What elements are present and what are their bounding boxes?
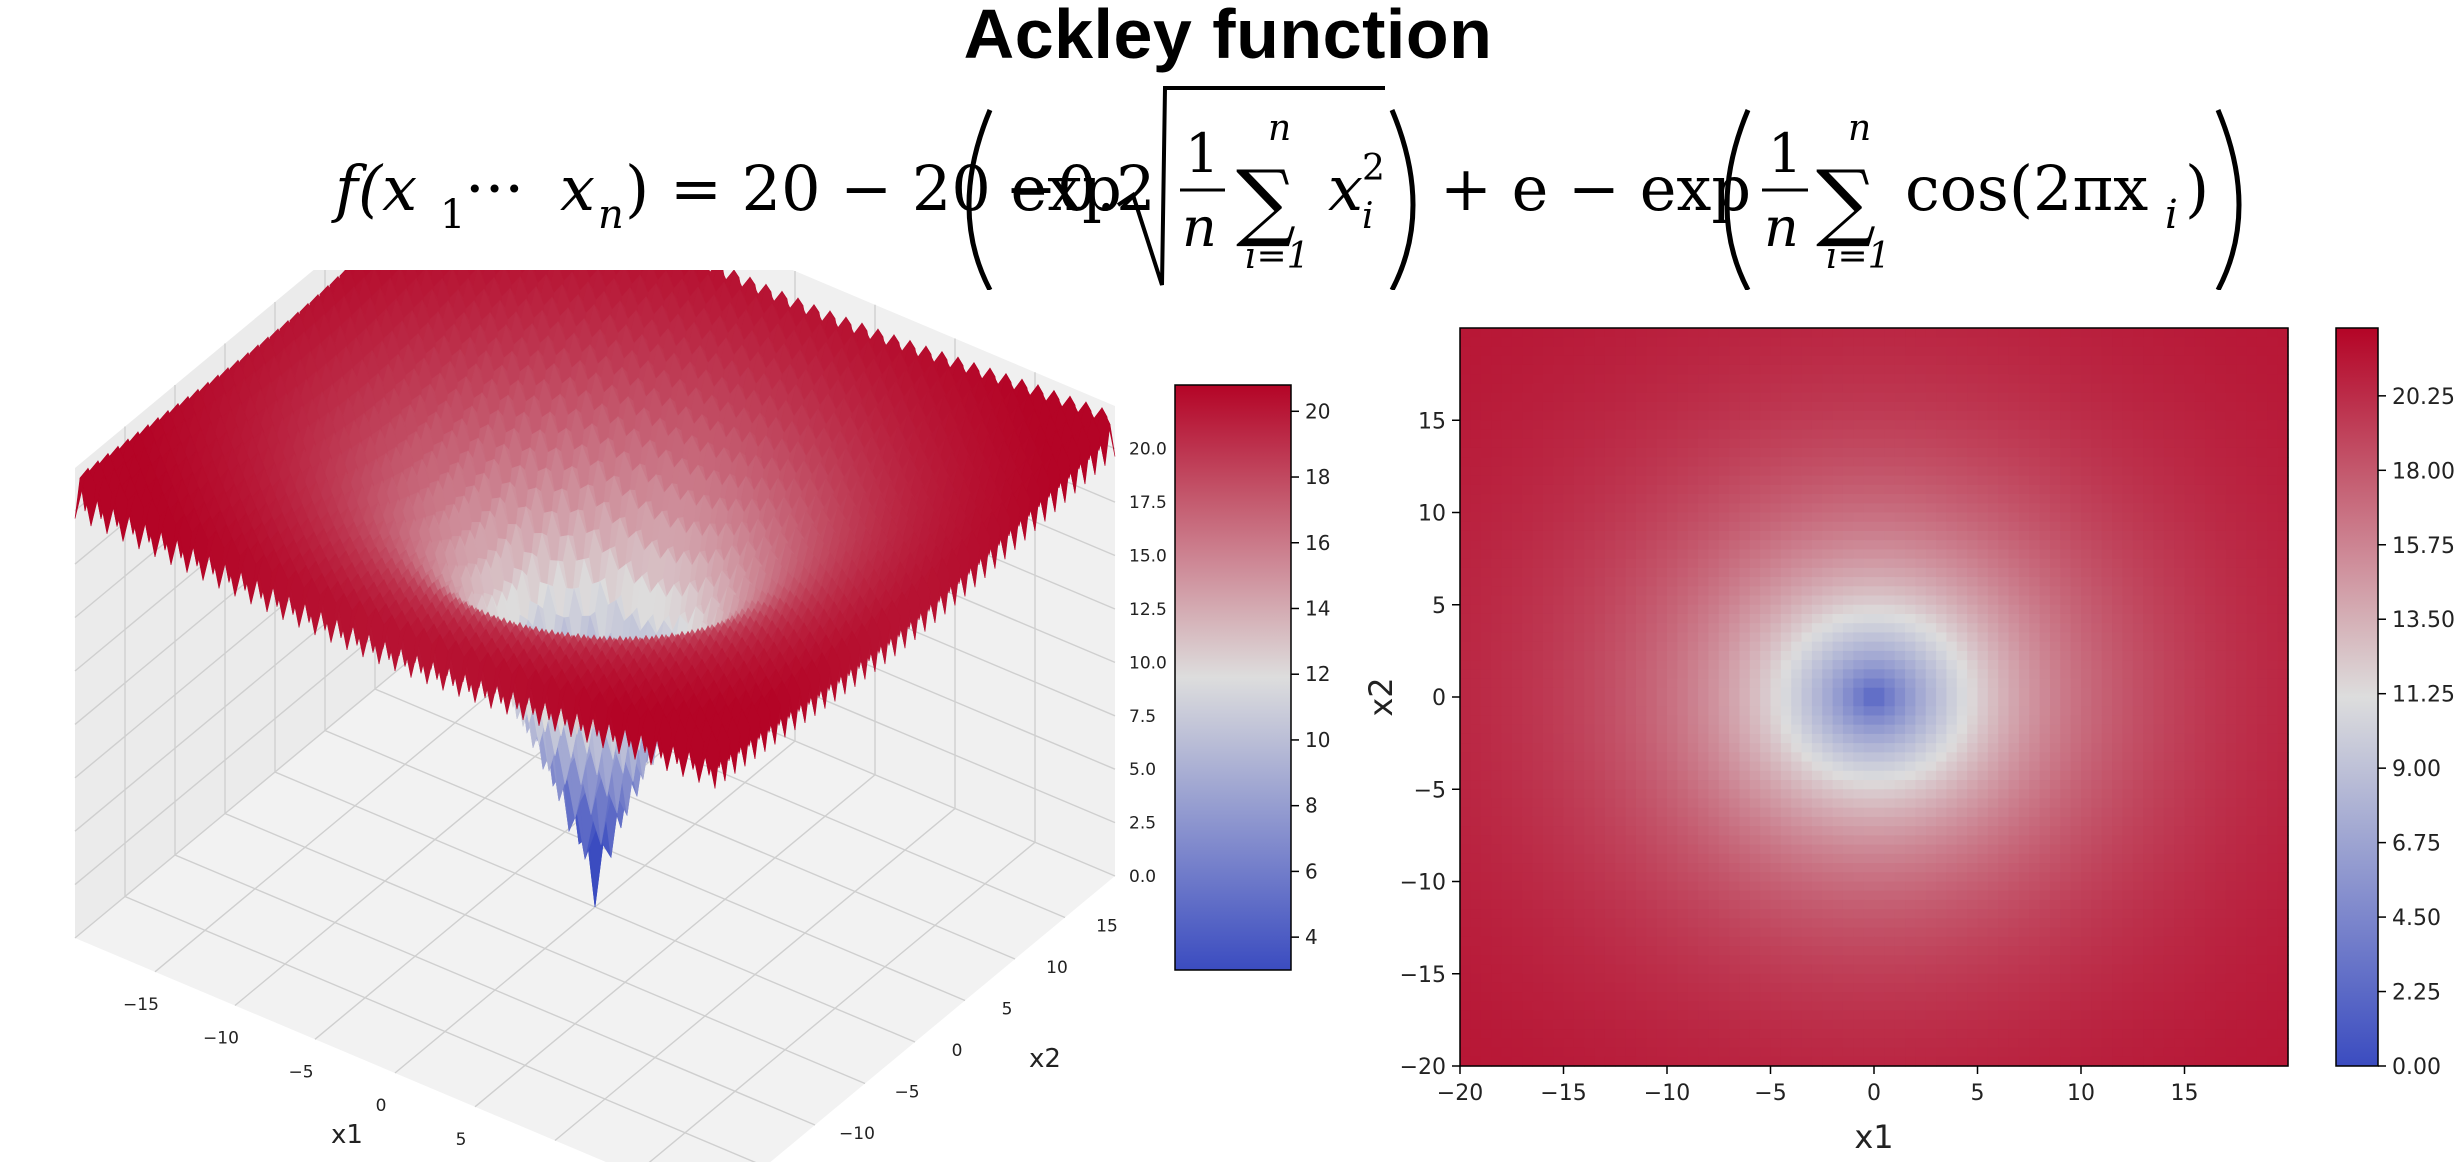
surface-3d-plot: −15−10−5051015−15−10−50510150.02.55.07.5… [74,270,1330,1162]
formula-xi-sub: i [1362,196,1374,237]
formula-cos-sub: i [2165,192,2178,238]
sqrt-sign [1116,86,1385,286]
formula-lhs: f(x [331,152,417,225]
formula-frac-one-2: 1 [1768,122,1802,185]
surface-mesh [74,270,1116,908]
chart-title: Ackley function [963,0,1493,73]
formula-cos-close: ) [2185,152,2209,225]
formula-sum-top: n [1268,108,1291,149]
formula-sub1: 1 [440,192,465,238]
formula-sum-bottom: i=1 [1245,236,1310,277]
ackley-formula: f(x 1 ··· x n ) = 20 − 20 exp −0.2 1 n n… [331,86,2242,290]
formula-sum-sign: ∑ [1236,152,1296,250]
formula-dots: ··· [465,152,524,225]
formula-frac-one: 1 [1185,122,1219,185]
paren-right-2 [2215,109,2242,290]
formula-sum-bottom-2: i=1 [1826,236,1891,277]
formula-sum-top-2: n [1848,108,1871,149]
formula-plus-e: + e − exp [1440,152,1751,225]
formula-xn: x [560,152,595,225]
formula-xi: x [1328,152,1363,225]
formula-subn: n [598,192,624,238]
formula-frac-n-2: n [1764,196,1799,259]
formula-close: ) [625,152,649,225]
paren-right-1 [1389,109,1416,290]
formula-frac-n: n [1182,196,1217,259]
paren-left-1 [966,109,993,290]
formula-neg-coef: −0.2 [1005,152,1156,225]
formula-sum-sign-2: ∑ [1816,152,1876,250]
formula-eq: = 20 − 20 exp [670,152,1122,225]
formula-cos: cos(2πx [1905,152,2148,225]
formula-xi-sup: 2 [1362,148,1385,189]
paren-left-2 [1724,109,1751,290]
